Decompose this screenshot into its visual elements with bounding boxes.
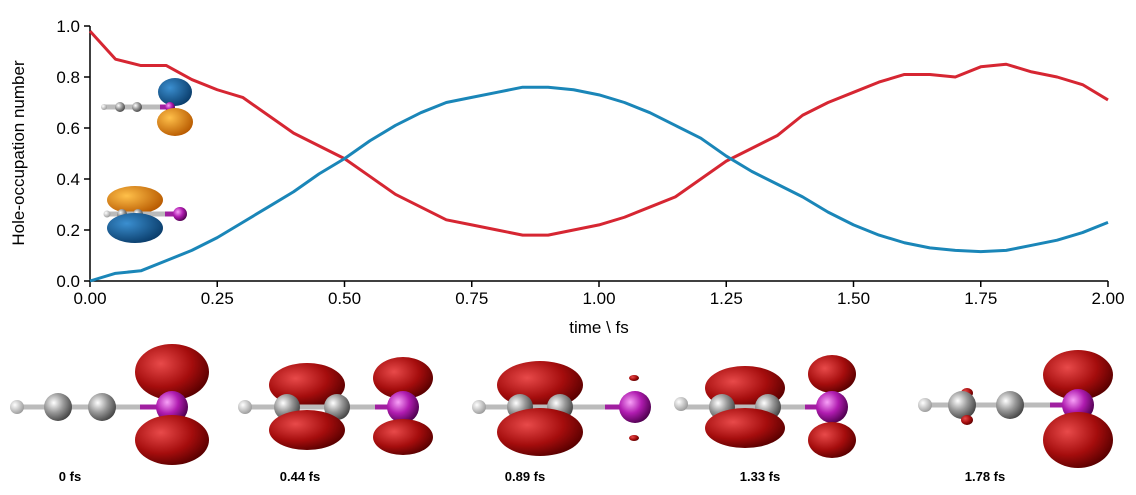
y-tick-label: 0.8: [56, 68, 80, 87]
snapshot-3: 1.33 fs: [674, 355, 856, 484]
y-tick-label: 0.4: [56, 170, 80, 189]
snapshot-label: 1.78 fs: [965, 469, 1005, 484]
snapshot-label: 0 fs: [59, 469, 81, 484]
y-tick-label: 1.0: [56, 17, 80, 36]
x-tick-label: 0.50: [328, 289, 361, 308]
y-tick-label: 0.2: [56, 221, 80, 240]
snapshot-label: 0.44 fs: [280, 469, 320, 484]
y-tick-label: 0.0: [56, 272, 80, 291]
snapshot-label: 0.89 fs: [505, 469, 545, 484]
x-tick-label: 0.75: [455, 289, 488, 308]
inset-orbital-lower: [103, 186, 187, 243]
x-tick-label: 0.25: [201, 289, 234, 308]
x-tick-label: 1.75: [964, 289, 997, 308]
snapshot-1: 0.44 fs: [238, 357, 433, 484]
x-tick-label: 1.50: [837, 289, 870, 308]
x-tick-label: 2.00: [1091, 289, 1124, 308]
y-tick-label: 0.6: [56, 119, 80, 138]
snapshot-label: 1.33 fs: [740, 469, 780, 484]
series-line: [88, 30, 1109, 237]
x-tick-label: 1.25: [710, 289, 743, 308]
x-tick-label: 0.00: [73, 289, 106, 308]
snapshot-0: 0 fs: [10, 344, 209, 484]
x-tick-label: 1.00: [582, 289, 615, 308]
y-axis-label: Hole-occupation number: [9, 60, 28, 246]
snapshot-2: 0.89 fs: [472, 361, 651, 484]
inset-orbital-upper: [101, 78, 193, 136]
plot-area: 0.0 0.2 0.4 0.6 0.8 1.0 0.00 0.25 0.50 0.75 1.00 1.…: [56, 17, 1124, 308]
x-axis-label: time \ fs: [569, 318, 629, 337]
series-line: [89, 85, 1109, 283]
snapshot-4: 1.78 fs: [918, 350, 1113, 484]
